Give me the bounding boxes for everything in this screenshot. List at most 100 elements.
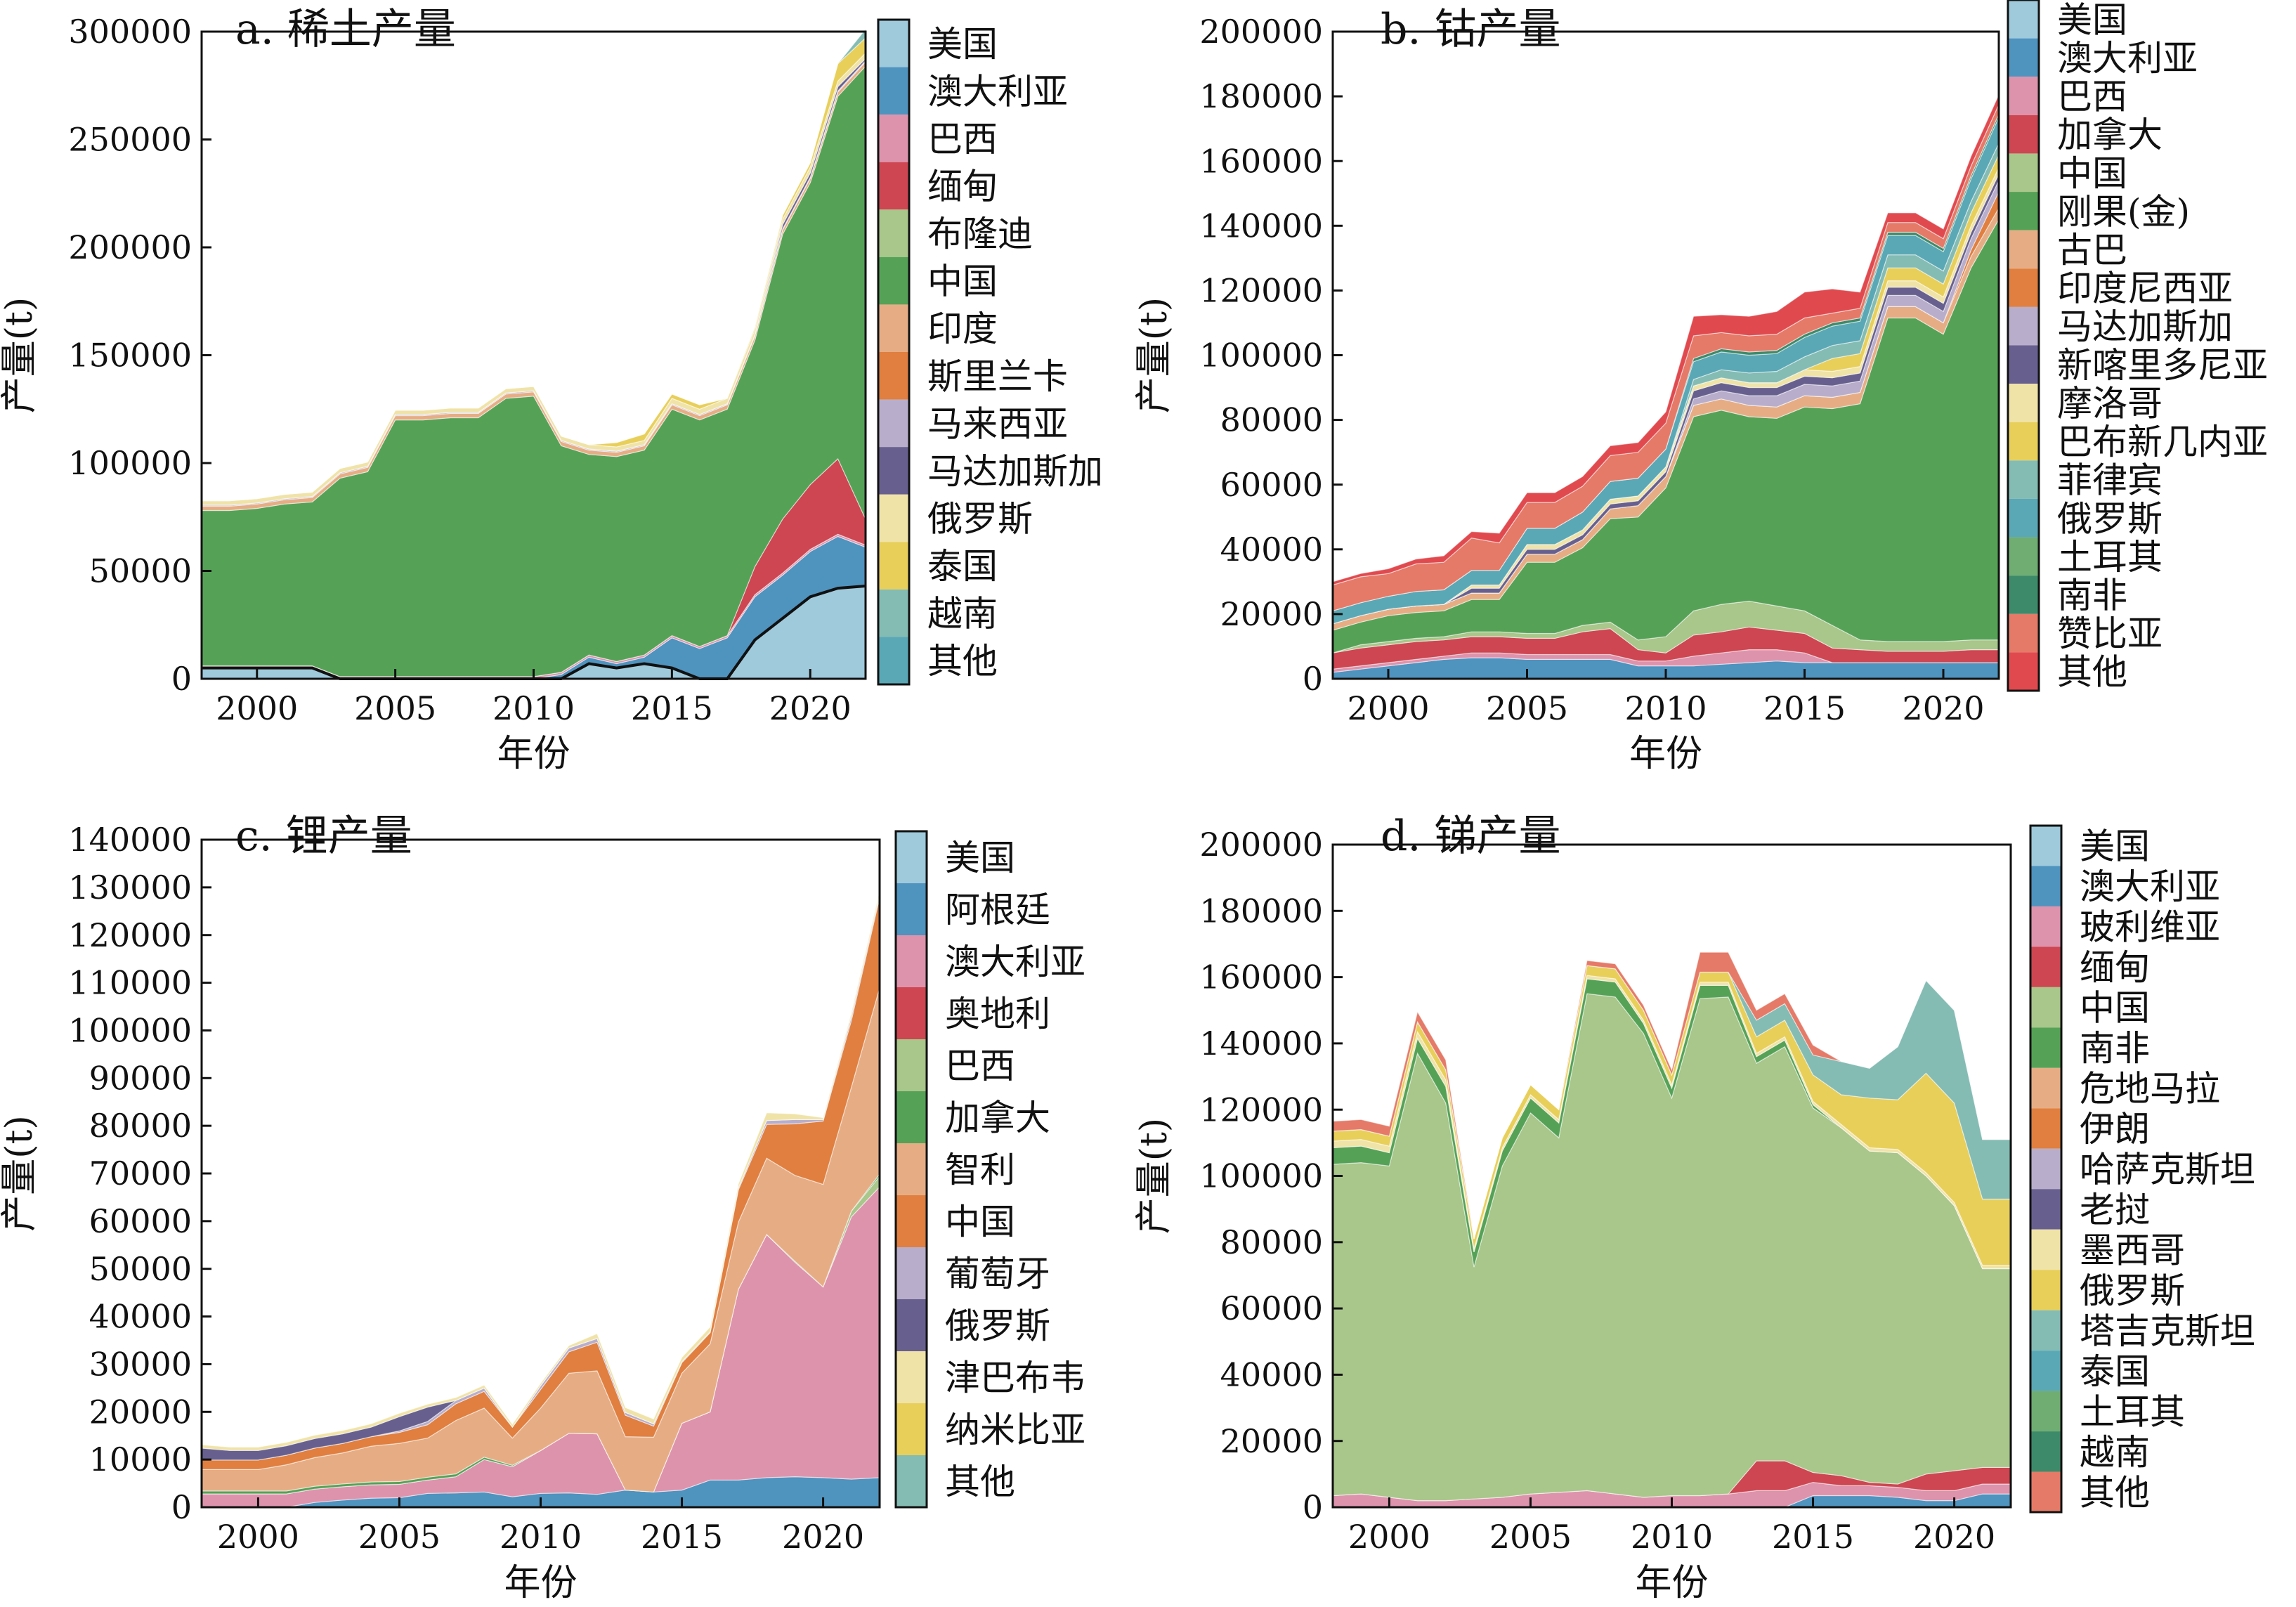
x-tick-label: 2010 [493, 689, 575, 727]
x-tick-label: 2010 [500, 1518, 582, 1556]
x-axis-label: 年份 [504, 1562, 577, 1604]
y-tick-label: 50000 [89, 552, 192, 590]
legend-label: 印度 [927, 308, 998, 349]
legend-swatch [2030, 987, 2061, 1028]
legend-swatch [878, 637, 909, 684]
y-tick-label: 20000 [89, 1393, 192, 1431]
y-axis-label: 产量(t) [0, 297, 41, 413]
chart-title: b. 钴产量 [1381, 5, 1561, 54]
x-tick-label: 2005 [1489, 1518, 1572, 1556]
legend-swatch [2008, 306, 2039, 346]
chart-title: c. 锂产量 [235, 812, 412, 861]
legend: 美国澳大利亚玻利维亚缅甸中国南非危地马拉伊朗哈萨克斯坦老挝墨西哥俄罗斯塔吉克斯坦… [2029, 824, 2255, 1514]
legend-swatch [2030, 866, 2061, 906]
x-axis-label: 年份 [1629, 733, 1702, 775]
legend-swatch [878, 67, 909, 115]
legend-swatch [2008, 38, 2039, 77]
legend-frame [2007, 0, 2040, 692]
legend-label: 马达加斯加 [2057, 306, 2233, 347]
stacked-areas [201, 27, 866, 679]
legend-label: 美国 [927, 24, 998, 65]
legend-label: 刚果(金) [2057, 191, 2190, 232]
legend-label: 印度尼西亚 [2057, 268, 2233, 309]
x-tick-label: 2015 [1763, 689, 1846, 727]
y-axis-label: 产量(t) [1133, 1118, 1175, 1234]
legend-swatch [2030, 946, 2061, 987]
y-tick-label: 300000 [68, 13, 192, 51]
legend-label: 塔吉克斯坦 [2080, 1310, 2255, 1351]
x-tick-label: 2005 [1486, 689, 1568, 727]
x-tick-label: 2020 [769, 689, 852, 727]
x-tick-label: 2020 [782, 1518, 864, 1556]
y-tick-label: 250000 [68, 121, 192, 159]
y-tick-label: 80000 [89, 1107, 192, 1145]
legend-label: 澳大利亚 [945, 942, 1085, 982]
legend-label: 老挝 [2080, 1190, 2150, 1230]
chart-title: d. 锑产量 [1381, 812, 1561, 861]
x-tick-label: 2005 [354, 689, 436, 727]
legend-swatch [878, 162, 909, 210]
legend-frame [877, 18, 911, 686]
x-axis-label: 年份 [497, 733, 570, 775]
y-tick-label: 40000 [1220, 531, 1323, 568]
legend-label: 纳米比亚 [945, 1410, 1085, 1450]
legend-label: 南非 [2080, 1028, 2150, 1069]
legend-swatch [2030, 1431, 2061, 1472]
panel-antimony: 0 20000 40000 60000 80000 100000 120000 140000 1… [1133, 812, 2255, 1604]
y-tick-label: 160000 [1199, 142, 1323, 180]
legend-swatch [2008, 537, 2039, 576]
legend-label: 澳大利亚 [927, 71, 1068, 112]
x-tick-label: 2020 [1902, 689, 1984, 727]
legend-label: 加拿大 [945, 1098, 1050, 1138]
legend-label: 布隆迪 [927, 214, 1033, 254]
legend-label: 奥地利 [945, 994, 1050, 1034]
legend-label: 巴西 [945, 1046, 1015, 1086]
legend-swatch [2030, 1067, 2061, 1109]
x-tick-label: 2015 [631, 689, 713, 727]
legend-swatch [2008, 77, 2039, 115]
legend-swatch [2008, 613, 2039, 653]
legend-swatch [878, 304, 909, 352]
legend-frame [894, 830, 928, 1509]
legend-label: 澳大利亚 [2057, 38, 2198, 79]
legend-swatch [896, 935, 927, 987]
y-tick-label: 100000 [68, 444, 192, 482]
legend-label: 墨西哥 [2080, 1230, 2185, 1270]
y-tick-label: 0 [171, 660, 192, 698]
y-tick-label: 0 [1303, 1488, 1323, 1526]
legend-swatch [2030, 1310, 2061, 1351]
legend-swatch [896, 1299, 927, 1351]
legend-label: 津巴布韦 [945, 1358, 1085, 1398]
legend-label: 新喀里多尼亚 [2057, 345, 2268, 386]
legend-label: 中国 [2080, 988, 2150, 1029]
y-tick-label: 180000 [1199, 77, 1323, 115]
x-tick-label: 2010 [1624, 689, 1707, 727]
legend-label: 阿根廷 [945, 890, 1050, 930]
legend-label: 巴布新几内亚 [2057, 422, 2268, 462]
legend-label: 泰国 [927, 546, 998, 587]
legend-label: 斯里兰卡 [927, 356, 1068, 397]
legend-swatch [2008, 460, 2039, 499]
x-tick-label: 2015 [1772, 1518, 1854, 1556]
legend-label: 其他 [927, 641, 998, 682]
y-tick-label: 80000 [1220, 1223, 1323, 1261]
y-tick-label: 20000 [1220, 1422, 1323, 1460]
y-tick-label: 40000 [89, 1298, 192, 1336]
legend-label: 巴西 [927, 119, 998, 160]
legend-label: 巴西 [2057, 77, 2127, 117]
y-tick-label: 0 [171, 1488, 192, 1526]
y-tick-label: 60000 [1220, 466, 1323, 504]
legend-label: 越南 [2080, 1432, 2150, 1473]
legend-swatch [896, 1143, 927, 1195]
x-tick-label: 2000 [1348, 1518, 1430, 1556]
y-tick-label: 10000 [89, 1440, 192, 1478]
y-tick-label: 140000 [1199, 1024, 1323, 1062]
legend-label: 玻利维亚 [2080, 907, 2220, 948]
y-tick-label: 90000 [89, 1059, 192, 1097]
legend-swatch [896, 1195, 927, 1247]
legend-swatch [896, 1351, 927, 1403]
legend-swatch [2030, 1108, 2061, 1149]
legend-swatch [878, 352, 909, 400]
